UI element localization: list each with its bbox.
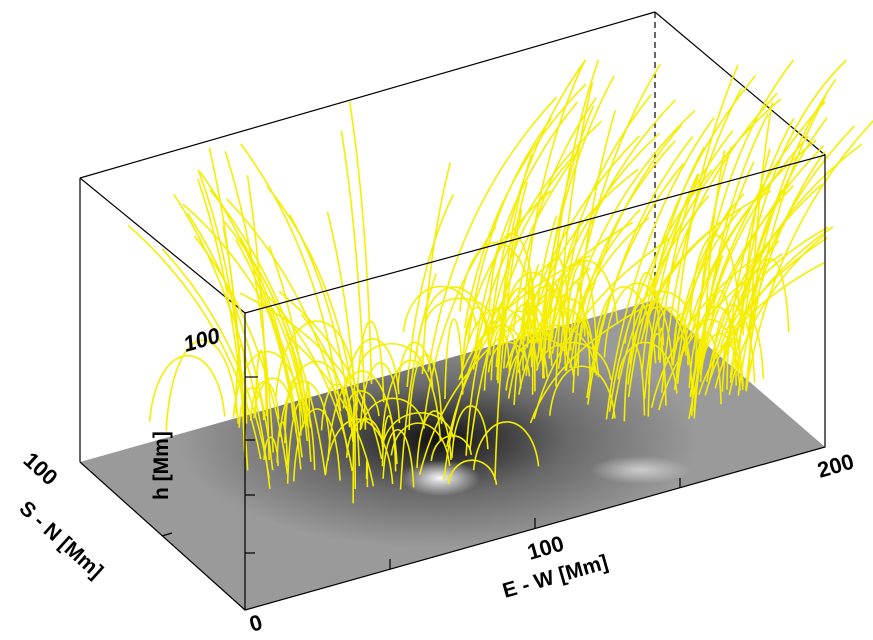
z-tick-label: 100 bbox=[180, 322, 223, 356]
field-line bbox=[166, 340, 238, 431]
z-axis-title: h [Mm] bbox=[150, 431, 173, 500]
field-line bbox=[150, 356, 225, 422]
bright-patch bbox=[590, 456, 690, 484]
figure: 0 100 200 E - W [Mm] 100 S - N [Mm] 100 … bbox=[0, 0, 873, 640]
x-tick-label: 100 bbox=[524, 531, 566, 565]
x-tick-label: 0 bbox=[246, 609, 265, 636]
y-tick-label: 100 bbox=[19, 447, 63, 490]
x-axis-title: E - W [Mm] bbox=[500, 551, 611, 603]
field-line bbox=[746, 96, 826, 389]
y-axis-title: S - N [Mm] bbox=[15, 497, 108, 584]
field-line bbox=[350, 102, 372, 384]
field-line bbox=[367, 461, 368, 487]
x-tick-label: 200 bbox=[814, 449, 856, 483]
